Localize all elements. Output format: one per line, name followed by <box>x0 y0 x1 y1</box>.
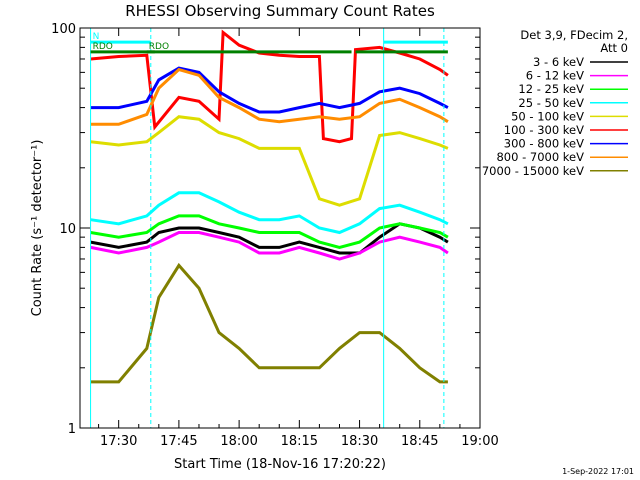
x-tick-label-18-45: 18:45 <box>401 434 438 449</box>
timestamp: 1-Sep-2022 17:01 <box>562 467 634 476</box>
legend-label-300-800-kev: 300 - 800 keV <box>504 137 584 151</box>
legend-header-line-2: Att 0 <box>600 41 628 55</box>
axes-layer: 17:30 17:45 18:00 18:15 18:30 18:45 19:00 1 10 10… <box>51 22 499 449</box>
series-line-100-300-kev <box>90 29 449 144</box>
x-axis-label: Start Time (18-Nov-16 17:20:22) <box>174 457 386 472</box>
y-tick-label-100: 100 <box>51 22 76 37</box>
vertical-marker-layer <box>90 28 445 428</box>
chart-title: RHESSI Observing Summary Count Rates <box>125 2 435 20</box>
series-layer <box>90 29 449 384</box>
y-tick-label-10: 10 <box>59 222 76 237</box>
y-axis-label: Count Rate (s⁻¹ detector⁻¹) <box>30 140 45 317</box>
x-tick-label-17-30: 17:30 <box>100 434 137 449</box>
legend-header-line-1: Det 3,9, FDecim 2, <box>520 28 628 42</box>
legend-label-6-12-kev: 6 - 12 keV <box>526 69 584 83</box>
series-line-12-25-kev <box>90 214 449 249</box>
x-tick-label-18-15: 18:15 <box>281 434 318 449</box>
x-tick-label-19-00: 19:00 <box>461 434 498 449</box>
legend-label-25-50-kev: 25 - 50 keV <box>518 96 584 110</box>
series-line-7000-15000-kev <box>90 262 448 384</box>
series-line-6-12-kev <box>90 231 449 261</box>
x-tick-label-17-45: 17:45 <box>160 434 197 449</box>
annotation-label-n-1: N <box>93 32 100 42</box>
legend-label-50-100-kev: 50 - 100 keV <box>511 109 584 123</box>
legend-label-12-25-kev: 12 - 25 keV <box>518 82 584 96</box>
legend-label-800-7000-kev: 800 - 7000 keV <box>496 150 584 164</box>
series-line-300-800-kev <box>90 66 449 114</box>
x-tick-label-18-00: 18:00 <box>220 434 257 449</box>
legend-label-3-6-kev: 3 - 6 keV <box>533 55 584 69</box>
legend-label-100-300-kev: 100 - 300 keV <box>504 123 584 137</box>
series-line-50-100-kev <box>90 115 449 207</box>
series-line-25-50-kev <box>90 191 449 235</box>
legend-label-7000-15000-kev: 7000 - 15000 keV <box>482 164 584 178</box>
y-tick-label-1: 1 <box>68 422 76 437</box>
x-tick-label-18-30: 18:30 <box>341 434 378 449</box>
series-line-800-7000-kev <box>90 67 449 126</box>
annotation-label-rdo-2: RDO <box>149 42 169 52</box>
annotation-label-rdo-3: RDO <box>93 42 113 52</box>
